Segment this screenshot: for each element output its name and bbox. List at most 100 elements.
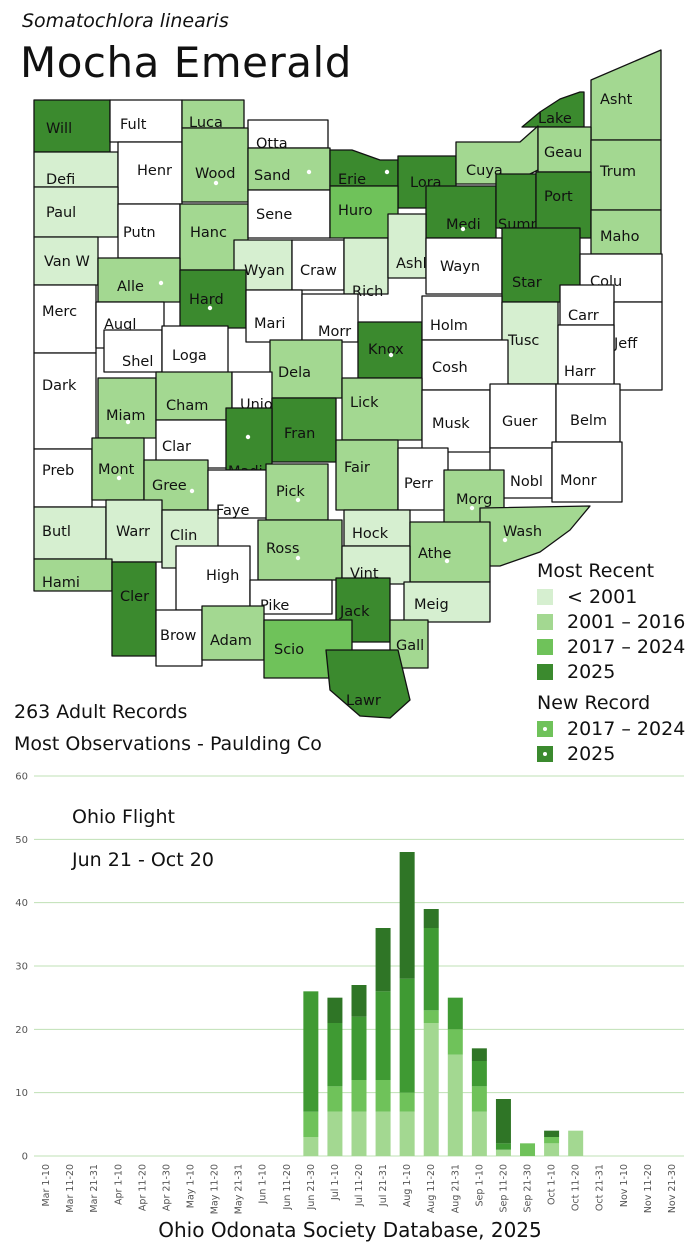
county-shape: [33, 352, 97, 450]
county-holm: Holm: [421, 295, 503, 341]
county-cham: Cham: [155, 371, 233, 421]
new-record-dot: [444, 558, 450, 564]
county-tusc: Tusc: [501, 301, 559, 385]
county-hami: Hami: [33, 558, 113, 592]
bar-segment: [399, 1111, 415, 1156]
x-tick-label: Sep 11-20: [498, 1164, 509, 1213]
county-label: Erie: [338, 172, 366, 188]
county-guer: Guer: [489, 383, 557, 449]
county-musk: Musk: [421, 389, 491, 453]
bar-segment: [375, 1080, 391, 1112]
county-shape: [269, 339, 343, 399]
county-label: Tusc: [507, 333, 539, 349]
county-harr: Harr: [557, 324, 615, 386]
bar-segment: [520, 1143, 536, 1156]
county-shape: [117, 203, 181, 259]
bar-segment: [351, 1016, 367, 1080]
x-tick-label: Nov 11-20: [643, 1164, 654, 1213]
county-dela: Dela: [269, 339, 343, 399]
county-cosh: Cosh: [421, 339, 509, 391]
scientific-name: Somatochlora linearis: [22, 10, 229, 32]
x-tick-label: Mar 11-20: [65, 1164, 76, 1213]
county-shape: [389, 619, 429, 669]
x-tick-label: Oct 11-20: [571, 1164, 582, 1211]
county-mont: Mont: [91, 437, 145, 501]
new-record-dot: [388, 352, 394, 358]
county-label: Morr: [318, 324, 351, 340]
new-record-dot: [502, 537, 508, 543]
county-label: Mari: [254, 316, 285, 332]
county-label: High: [206, 568, 239, 584]
county-shape: [97, 377, 157, 439]
county-mari: Mari: [245, 289, 303, 343]
county-rich: Rich: [343, 237, 389, 300]
x-tick-label: May 11-20: [210, 1164, 221, 1214]
county-carr: Carr: [559, 284, 615, 326]
legend-new-2017-2024: 2017 – 2024: [537, 718, 685, 740]
county-miam: Miam: [97, 377, 157, 439]
county-shape: [387, 213, 427, 279]
county-pick: Pick: [265, 463, 329, 521]
x-tick-label: Jun 11-20: [282, 1164, 293, 1210]
county-label: Butl: [42, 524, 71, 540]
bar-segment: [471, 1061, 487, 1087]
new-record-dot: [460, 226, 466, 232]
county-label: Preb: [42, 463, 74, 479]
county-label: Lake: [538, 111, 572, 127]
county-star: Star: [501, 227, 581, 303]
common-name: Mocha Emerald: [20, 38, 352, 87]
bar-segment: [423, 1023, 439, 1156]
bar-segment: [495, 1143, 511, 1150]
county-high: High: [175, 545, 251, 611]
county-label: Fran: [284, 426, 315, 442]
county-paul: Paul: [33, 186, 119, 238]
county-ashl: Ashl: [387, 213, 427, 279]
bar-segment: [423, 1010, 439, 1023]
x-tick-label: Nov 1-10: [619, 1164, 630, 1207]
county-shape: [257, 519, 343, 581]
new-record-dot: [213, 180, 219, 186]
county-label: Lick: [350, 395, 379, 411]
bar-segment: [303, 1111, 319, 1137]
county-label: Star: [512, 275, 542, 291]
county-label: Will: [46, 121, 72, 137]
bar-segment: [544, 1143, 560, 1156]
new-record-dot: [306, 169, 312, 175]
county-otta: Otta: [247, 119, 329, 152]
county-huro: Huro: [329, 185, 399, 239]
county-shape: [335, 439, 399, 511]
county-label: Cosh: [432, 360, 468, 376]
bar-segment: [423, 909, 439, 928]
county-medi: Medi: [425, 185, 497, 239]
bar-segment: [447, 997, 463, 1030]
x-tick-label: Jul 1-10: [330, 1164, 341, 1201]
county-label: Cler: [120, 589, 149, 605]
bar-segment: [375, 991, 391, 1080]
county-label: Pike: [260, 598, 289, 614]
county-jeff: Jeff: [613, 301, 663, 391]
county-shape: [111, 561, 157, 657]
county-cler: Cler: [111, 561, 157, 657]
new-record-dot: [384, 169, 390, 175]
county-label: Trum: [599, 164, 636, 180]
x-tick-label: Mar 21-31: [89, 1164, 100, 1213]
county-label: Sene: [256, 207, 292, 223]
record-count: 263 Adult Records: [14, 701, 188, 723]
county-preb: Preb: [33, 448, 93, 508]
county-knox: Knox: [357, 321, 423, 379]
county-shape: [265, 463, 329, 521]
county-label: Knox: [368, 342, 404, 358]
bar-segment: [327, 1023, 343, 1087]
county-shape: [97, 257, 181, 303]
new-record-dot: [295, 555, 301, 561]
county-brow: Brow: [155, 609, 203, 667]
county-label: Alle: [117, 279, 144, 295]
county-label: Putn: [123, 225, 156, 241]
legend-item-pre2001: < 2001: [537, 586, 637, 608]
county-craw: Craw: [291, 239, 345, 291]
county-morr: Morr: [301, 293, 359, 343]
county-lick: Lick: [341, 377, 423, 441]
new-record-dot: [295, 497, 301, 503]
county-shape: [175, 545, 251, 611]
x-tick-label: Jul 11-20: [354, 1164, 365, 1207]
